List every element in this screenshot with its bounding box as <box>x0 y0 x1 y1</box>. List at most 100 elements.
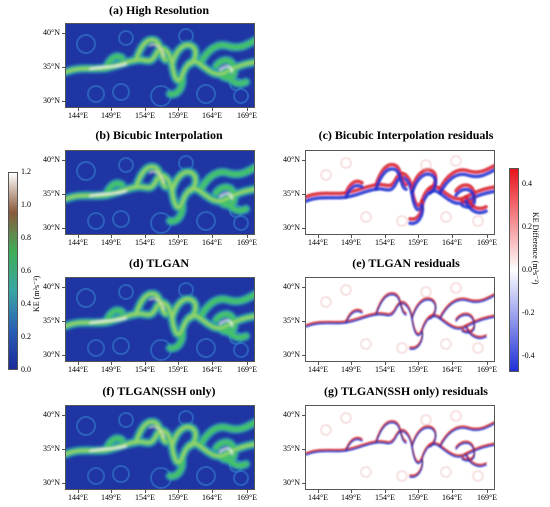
lon-tick <box>178 108 179 111</box>
panel-title-a: (a) High Resolution <box>108 3 210 17</box>
lon-tick <box>111 235 112 238</box>
lat-tick <box>302 449 305 450</box>
lon-tick-label: 164°E <box>441 493 463 502</box>
lon-tick-label: 169°E <box>236 365 258 374</box>
lat-tick <box>62 449 65 450</box>
lon-tick <box>178 490 179 493</box>
lon-tick <box>385 235 386 238</box>
lon-tick <box>212 490 213 493</box>
lon-tick <box>418 362 419 365</box>
lon-tick-label: 149°E <box>100 493 122 502</box>
lon-tick <box>78 490 79 493</box>
lon-tick <box>247 490 248 493</box>
map-area <box>65 23 255 108</box>
lon-tick-label: 159°E <box>407 493 429 502</box>
lat-tick <box>62 287 65 288</box>
ke-field <box>66 406 254 489</box>
map-area <box>65 277 255 362</box>
lon-tick-label: 154°E <box>374 238 396 247</box>
lon-tick <box>145 362 146 365</box>
lon-tick-label: 144°E <box>307 493 329 502</box>
lon-tick-label: 169°E <box>236 493 258 502</box>
lon-tick-label: 159°E <box>407 365 429 374</box>
lat-tick-label: 35°N <box>43 189 60 198</box>
lat-tick-label: 35°N <box>43 62 60 71</box>
lat-tick-label: 30°N <box>43 350 60 359</box>
lon-tick <box>111 108 112 111</box>
lat-tick <box>62 228 65 229</box>
lon-tick <box>212 108 213 111</box>
lon-tick-label: 159°E <box>407 238 429 247</box>
lat-tick-label: 40°N <box>43 410 60 419</box>
lat-tick-label: 40°N <box>283 282 300 291</box>
lat-tick-label: 40°N <box>283 155 300 164</box>
lon-tick <box>78 362 79 365</box>
lon-tick <box>487 235 488 238</box>
lon-tick-label: 154°E <box>134 111 156 120</box>
lon-tick <box>111 490 112 493</box>
lon-tick-label: 144°E <box>307 238 329 247</box>
lon-tick-label: 149°E <box>100 365 122 374</box>
map-area <box>305 277 495 362</box>
lat-tick <box>62 160 65 161</box>
lon-tick <box>145 108 146 111</box>
panel-title-b: (b) Bicubic Interpolation <box>95 128 223 142</box>
lon-tick <box>351 235 352 238</box>
map-area <box>305 405 495 490</box>
lon-tick <box>178 362 179 365</box>
map-area <box>65 150 255 235</box>
lon-tick <box>385 362 386 365</box>
lat-tick <box>302 287 305 288</box>
lon-tick <box>318 362 319 365</box>
lon-tick-label: 164°E <box>441 365 463 374</box>
ke-colorbar-label: KE (m²s⁻²) <box>32 275 41 312</box>
lon-tick <box>351 362 352 365</box>
lon-tick-label: 164°E <box>201 111 223 120</box>
colorbar-tick-label: 1.0 <box>21 200 31 209</box>
lat-tick <box>62 415 65 416</box>
lat-tick-label: 35°N <box>283 316 300 325</box>
lon-tick <box>452 362 453 365</box>
lon-tick-label: 154°E <box>374 493 396 502</box>
lon-tick-label: 169°E <box>236 111 258 120</box>
lon-tick <box>452 235 453 238</box>
lat-tick <box>302 194 305 195</box>
lat-tick <box>302 415 305 416</box>
lat-tick <box>62 321 65 322</box>
lon-tick-label: 164°E <box>201 238 223 247</box>
lon-tick-label: 164°E <box>441 238 463 247</box>
lon-tick <box>452 490 453 493</box>
panel-title-c: (c) Bicubic Interpolation residuals <box>318 128 494 142</box>
residual-field <box>306 278 494 361</box>
lat-tick <box>302 160 305 161</box>
lon-tick-label: 164°E <box>201 493 223 502</box>
lat-tick <box>302 483 305 484</box>
lon-tick-label: 169°E <box>476 365 498 374</box>
lat-tick-label: 40°N <box>283 410 300 419</box>
lon-tick <box>487 362 488 365</box>
colorbar-tick-label: 0.4 <box>21 299 31 308</box>
lat-tick <box>302 228 305 229</box>
colorbar-tick-label: 0.2 <box>21 332 31 341</box>
lat-tick-label: 30°N <box>43 223 60 232</box>
lat-tick-label: 30°N <box>43 478 60 487</box>
panel-title-f: (f) TLGAN(SSH only) <box>102 384 216 398</box>
lon-tick-label: 149°E <box>340 238 362 247</box>
ke-field <box>66 24 254 107</box>
colorbar-tick-label: 1.2 <box>21 167 31 176</box>
lon-tick <box>487 490 488 493</box>
lon-tick-label: 159°E <box>167 111 189 120</box>
lat-tick <box>302 355 305 356</box>
lon-tick-label: 149°E <box>340 493 362 502</box>
lat-tick-label: 40°N <box>43 28 60 37</box>
lon-tick-label: 149°E <box>100 238 122 247</box>
colorbar-tick-label: 0.2 <box>522 222 532 232</box>
lon-tick-label: 149°E <box>340 365 362 374</box>
lon-tick <box>178 235 179 238</box>
panel-title-e: (e) TLGAN residuals <box>352 256 460 270</box>
lat-tick <box>302 321 305 322</box>
lat-tick-label: 40°N <box>43 282 60 291</box>
map-area <box>65 405 255 490</box>
lon-tick-label: 164°E <box>201 365 223 374</box>
panel-title-d: (d) TLGAN <box>128 256 190 270</box>
